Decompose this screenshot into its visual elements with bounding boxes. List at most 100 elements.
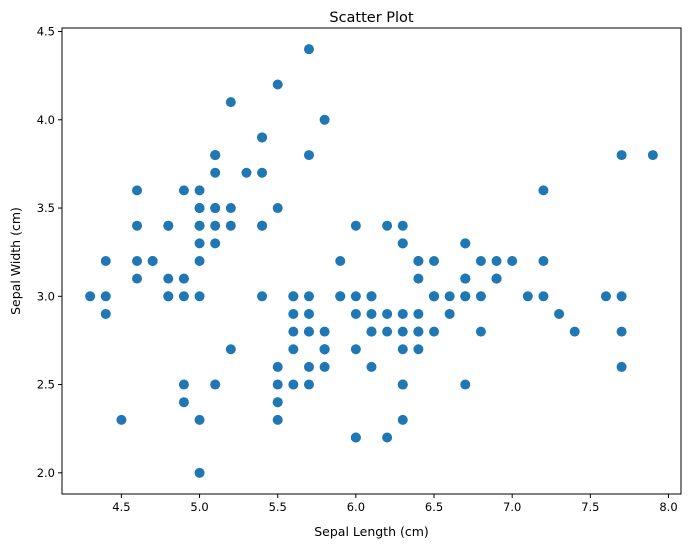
data-point	[569, 326, 580, 337]
data-point	[413, 273, 424, 284]
data-point	[163, 220, 174, 231]
x-tick-label: 5.5	[269, 500, 287, 514]
data-point	[257, 167, 268, 178]
data-point	[413, 344, 424, 355]
data-point	[210, 150, 221, 161]
data-point	[397, 220, 408, 231]
y-tick-label: 4.0	[37, 113, 55, 127]
data-point	[616, 291, 627, 302]
y-tick-label: 2.0	[37, 466, 55, 480]
data-point	[460, 273, 471, 284]
y-axis-label: Sepal Width (cm)	[8, 207, 23, 315]
data-point	[522, 291, 533, 302]
data-point	[444, 308, 455, 319]
data-point	[491, 273, 502, 284]
y-tick-label: 3.0	[37, 289, 55, 303]
data-point	[647, 150, 658, 161]
data-point	[288, 291, 299, 302]
x-tick-label: 6.5	[425, 500, 443, 514]
data-point	[272, 203, 283, 214]
data-point	[194, 238, 205, 249]
x-tick-label: 7.5	[581, 500, 599, 514]
data-point	[444, 291, 455, 302]
data-point	[303, 308, 314, 319]
data-point	[366, 326, 377, 337]
data-point	[429, 256, 440, 266]
data-point	[397, 238, 408, 249]
data-point	[350, 220, 361, 231]
data-point	[475, 326, 486, 337]
data-point	[178, 273, 189, 284]
data-point	[460, 291, 471, 302]
data-point	[350, 344, 361, 355]
data-point	[194, 291, 205, 302]
data-point	[319, 114, 330, 125]
plot-frame	[61, 27, 682, 495]
data-point	[163, 291, 174, 302]
data-point	[413, 326, 424, 337]
y-axis-ticks: 2.0 2.5 3.0 3.5 4.0 4.5	[37, 25, 62, 480]
data-point	[382, 326, 393, 337]
data-point	[600, 291, 611, 302]
x-tick-label: 5.0	[190, 500, 208, 514]
data-point	[288, 344, 299, 355]
data-point	[319, 361, 330, 372]
x-axis-ticks: 4.5 5.0 5.5 6.0 6.5 7.0 7.5 8.0	[112, 494, 678, 514]
data-point	[303, 150, 314, 161]
data-point	[616, 150, 627, 161]
data-point	[132, 185, 143, 196]
data-point	[100, 256, 111, 266]
data-point	[319, 344, 330, 355]
data-point	[210, 203, 221, 214]
data-point	[225, 220, 236, 231]
data-point	[397, 379, 408, 390]
data-point	[147, 256, 158, 266]
data-point	[538, 256, 549, 266]
chart-title: Scatter Plot	[329, 10, 414, 26]
data-point	[288, 308, 299, 319]
data-point	[429, 291, 440, 302]
x-tick-label: 6.0	[347, 500, 365, 514]
data-point	[507, 256, 518, 266]
data-point	[366, 361, 377, 372]
data-point	[272, 414, 283, 425]
x-axis-label: Sepal Length (cm)	[314, 524, 429, 539]
data-points	[85, 44, 658, 478]
data-point	[85, 291, 96, 302]
data-point	[132, 273, 143, 284]
data-point	[382, 432, 393, 443]
y-tick-label: 2.5	[37, 378, 55, 392]
data-point	[116, 414, 127, 425]
data-point	[350, 291, 361, 302]
data-point	[194, 256, 205, 266]
data-point	[616, 361, 627, 372]
data-point	[257, 132, 268, 143]
data-point	[397, 326, 408, 337]
data-point	[100, 308, 111, 319]
y-tick-label: 3.5	[37, 201, 55, 215]
y-tick-label: 4.5	[37, 25, 55, 39]
data-point	[475, 291, 486, 302]
data-point	[132, 220, 143, 231]
data-point	[303, 326, 314, 337]
data-point	[335, 256, 346, 266]
data-point	[413, 308, 424, 319]
data-point	[538, 291, 549, 302]
data-point	[616, 326, 627, 337]
data-point	[288, 326, 299, 337]
data-point	[272, 397, 283, 408]
data-point	[366, 308, 377, 319]
data-point	[335, 291, 346, 302]
data-point	[272, 379, 283, 390]
data-point	[163, 273, 174, 284]
data-point	[225, 344, 236, 355]
data-point	[194, 414, 205, 425]
data-point	[132, 256, 143, 266]
x-tick-label: 7.0	[503, 500, 521, 514]
data-point	[225, 97, 236, 108]
data-point	[178, 379, 189, 390]
data-point	[429, 326, 440, 337]
data-point	[288, 379, 299, 390]
data-point	[272, 361, 283, 372]
